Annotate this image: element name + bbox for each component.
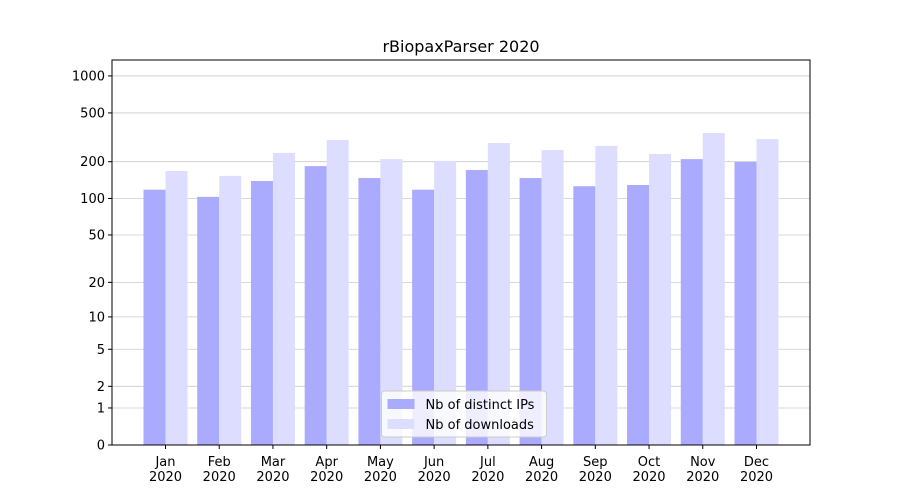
x-tick-label: 2020 [471,470,504,485]
x-tick-label: Oct [638,455,660,470]
x-tick-label: 2020 [740,470,773,485]
x-tick-label: 2020 [256,470,289,485]
x-tick-label: 2020 [149,470,182,485]
bar [573,186,596,445]
x-tick-label: Aug [529,455,554,470]
bar [487,143,510,445]
legend-swatch [387,419,415,429]
legend-box [381,390,547,438]
legend-label: Nb of downloads [426,418,535,433]
chart-title: rBiopaxParser 2020 [382,37,539,56]
x-tick-label: 2020 [364,470,397,485]
y-tick-label: 1000 [72,69,105,84]
x-tick-label: Sep [583,455,608,470]
legend-swatch [387,399,415,409]
bar [734,161,757,445]
bar [465,170,488,445]
legend-label: Nb of distinct IPs [426,398,535,413]
bar [272,152,295,445]
x-tick-label: 2020 [525,470,558,485]
x-tick-label: May [367,455,394,470]
y-tick-label: 0 [97,439,105,454]
bar [197,196,220,445]
bar [519,178,542,446]
x-tick-label: Dec [744,455,769,470]
y-tick-label: 1 [97,401,105,416]
y-tick-label: 10 [88,310,105,325]
x-tick-label: Jan [154,455,175,470]
bar [756,139,779,445]
y-tick-label: 500 [80,106,105,121]
bar [434,160,457,446]
bar [304,166,327,445]
x-tick-label: Jul [479,455,496,470]
y-tick-label: 100 [80,192,105,207]
x-tick-label: Nov [690,455,716,470]
y-tick-label: 50 [88,228,105,243]
bar [326,139,349,445]
x-tick-label: 2020 [418,470,451,485]
x-tick-label: Feb [208,455,231,470]
x-tick-label: Mar [261,455,286,470]
x-tick-label: Jun [423,455,444,470]
bar [143,189,166,445]
x-tick-label: Apr [315,455,338,470]
x-tick-label: 2020 [310,470,343,485]
bar [702,132,725,445]
x-tick-label: 2020 [686,470,719,485]
y-tick-label: 200 [80,155,105,170]
y-tick-label: 2 [97,380,105,395]
bar [680,159,703,445]
bar [250,181,273,446]
y-tick-label: 5 [97,343,105,358]
x-tick-label: 2020 [203,470,236,485]
bar [649,154,672,446]
x-tick-label: 2020 [579,470,612,485]
bar [358,178,381,446]
bar [541,150,564,445]
bar [165,170,188,445]
bar [627,184,650,446]
bar [595,145,618,445]
bar [380,159,403,445]
bar [219,175,242,445]
bar [412,189,435,445]
x-tick-label: 2020 [632,470,665,485]
plot-frame [111,59,811,446]
y-tick-label: 20 [88,276,105,291]
